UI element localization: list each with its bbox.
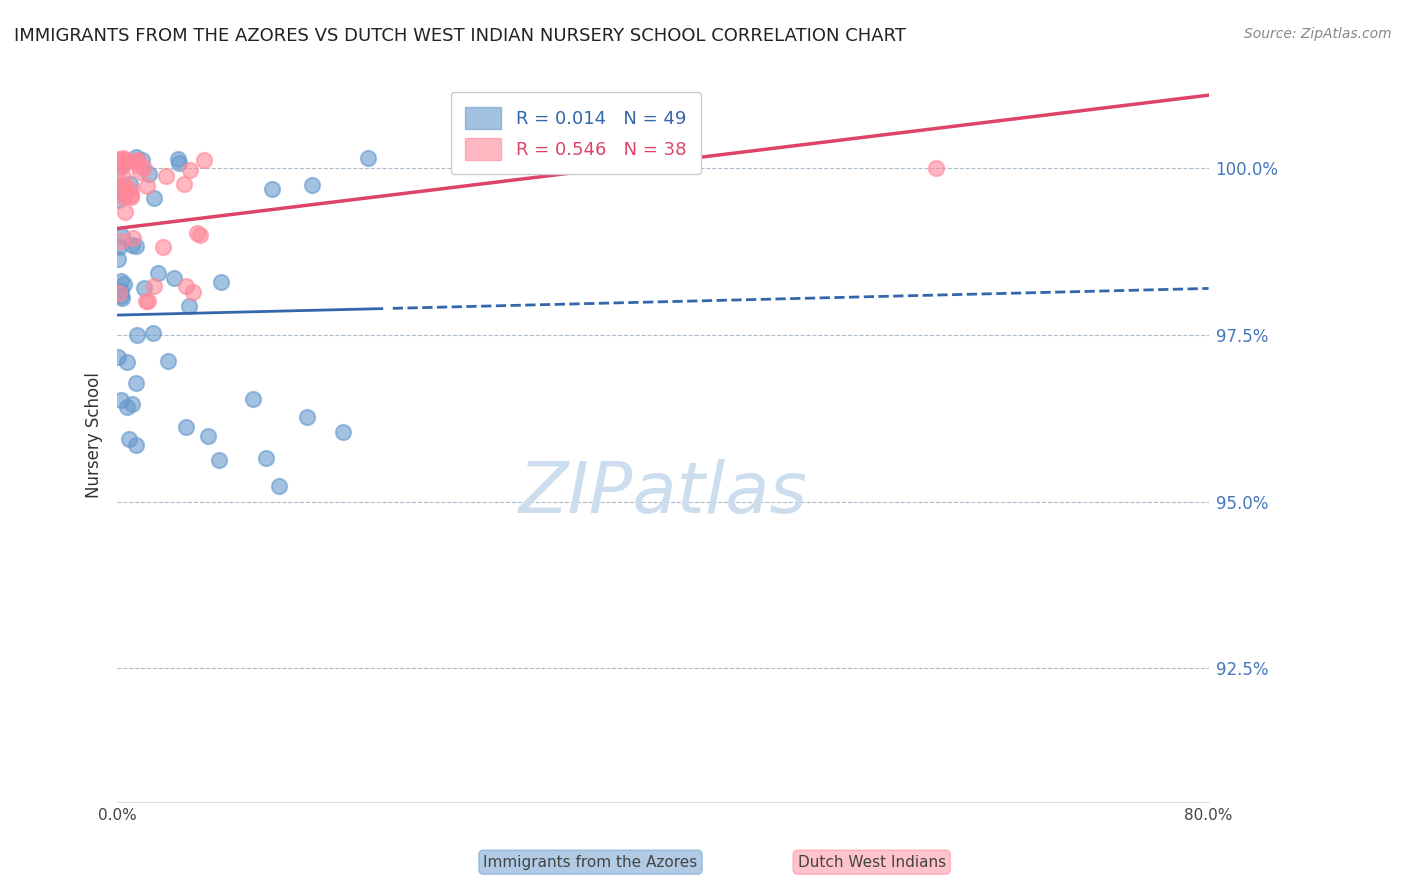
- Point: [108, 286, 131, 301]
- Point: [332, 425, 354, 439]
- Point: [111, 228, 134, 243]
- Point: [112, 151, 135, 165]
- Point: [148, 267, 170, 281]
- Point: [111, 291, 134, 305]
- Point: [188, 228, 211, 243]
- Point: [177, 299, 200, 313]
- Point: [152, 240, 174, 254]
- Point: [110, 159, 132, 173]
- Point: [110, 184, 132, 198]
- Point: [167, 152, 190, 166]
- Point: [115, 355, 138, 369]
- Point: [208, 453, 231, 467]
- Point: [129, 165, 152, 179]
- Point: [107, 193, 129, 207]
- Point: [209, 275, 232, 289]
- Point: [142, 326, 165, 340]
- Point: [110, 285, 132, 299]
- Point: [115, 186, 138, 201]
- Point: [120, 190, 142, 204]
- Point: [110, 288, 132, 302]
- Point: [107, 164, 129, 178]
- Point: [121, 397, 143, 411]
- Text: ZIPatlas: ZIPatlas: [519, 459, 807, 528]
- Point: [110, 274, 132, 288]
- Point: [155, 169, 177, 183]
- Text: Source: ZipAtlas.com: Source: ZipAtlas.com: [1244, 27, 1392, 41]
- Point: [110, 234, 132, 248]
- Point: [132, 161, 155, 175]
- Point: [120, 188, 142, 202]
- Point: [112, 277, 135, 292]
- Point: [136, 293, 159, 308]
- Point: [124, 438, 146, 452]
- Text: IMMIGRANTS FROM THE AZORES VS DUTCH WEST INDIAN NURSERY SCHOOL CORRELATION CHART: IMMIGRANTS FROM THE AZORES VS DUTCH WEST…: [14, 27, 905, 45]
- Point: [127, 153, 149, 168]
- Point: [112, 186, 135, 201]
- Text: Immigrants from the Azores: Immigrants from the Azores: [484, 855, 697, 870]
- Point: [143, 278, 166, 293]
- Point: [267, 479, 290, 493]
- Point: [174, 420, 197, 434]
- Point: [138, 167, 160, 181]
- Point: [131, 153, 153, 167]
- Point: [135, 294, 157, 309]
- Point: [114, 178, 136, 193]
- Point: [118, 432, 141, 446]
- Point: [125, 376, 148, 391]
- Point: [254, 451, 277, 466]
- Point: [125, 238, 148, 252]
- Point: [107, 252, 129, 267]
- Point: [110, 179, 132, 194]
- Point: [176, 278, 198, 293]
- Point: [125, 153, 148, 168]
- Point: [111, 178, 134, 193]
- Point: [107, 350, 129, 364]
- Point: [167, 156, 190, 170]
- Point: [127, 158, 149, 172]
- Point: [115, 153, 138, 167]
- Point: [179, 162, 201, 177]
- Point: [115, 400, 138, 414]
- Point: [295, 409, 318, 424]
- Point: [242, 392, 264, 406]
- Point: [121, 238, 143, 252]
- Point: [135, 178, 157, 193]
- Point: [110, 393, 132, 408]
- Point: [112, 156, 135, 170]
- Point: [122, 230, 145, 244]
- Point: [111, 153, 134, 167]
- Point: [262, 182, 284, 196]
- Point: [181, 285, 204, 299]
- Point: [197, 429, 219, 443]
- Point: [125, 150, 148, 164]
- Point: [107, 152, 129, 166]
- Point: [111, 170, 134, 185]
- Point: [114, 205, 136, 219]
- Legend: R = 0.014   N = 49, R = 0.546   N = 38: R = 0.014 N = 49, R = 0.546 N = 38: [450, 92, 700, 174]
- Point: [163, 270, 186, 285]
- Point: [925, 161, 948, 176]
- Point: [107, 240, 129, 254]
- Point: [173, 177, 195, 191]
- Point: [118, 177, 141, 191]
- Point: [112, 189, 135, 203]
- Point: [114, 186, 136, 200]
- Point: [157, 354, 180, 368]
- Point: [357, 151, 380, 165]
- Text: Dutch West Indians: Dutch West Indians: [797, 855, 946, 870]
- Y-axis label: Nursery School: Nursery School: [86, 372, 103, 498]
- Point: [121, 183, 143, 197]
- Point: [186, 226, 208, 240]
- Point: [193, 153, 215, 167]
- Point: [125, 328, 148, 343]
- Point: [142, 191, 165, 205]
- Point: [301, 178, 323, 193]
- Point: [134, 281, 156, 295]
